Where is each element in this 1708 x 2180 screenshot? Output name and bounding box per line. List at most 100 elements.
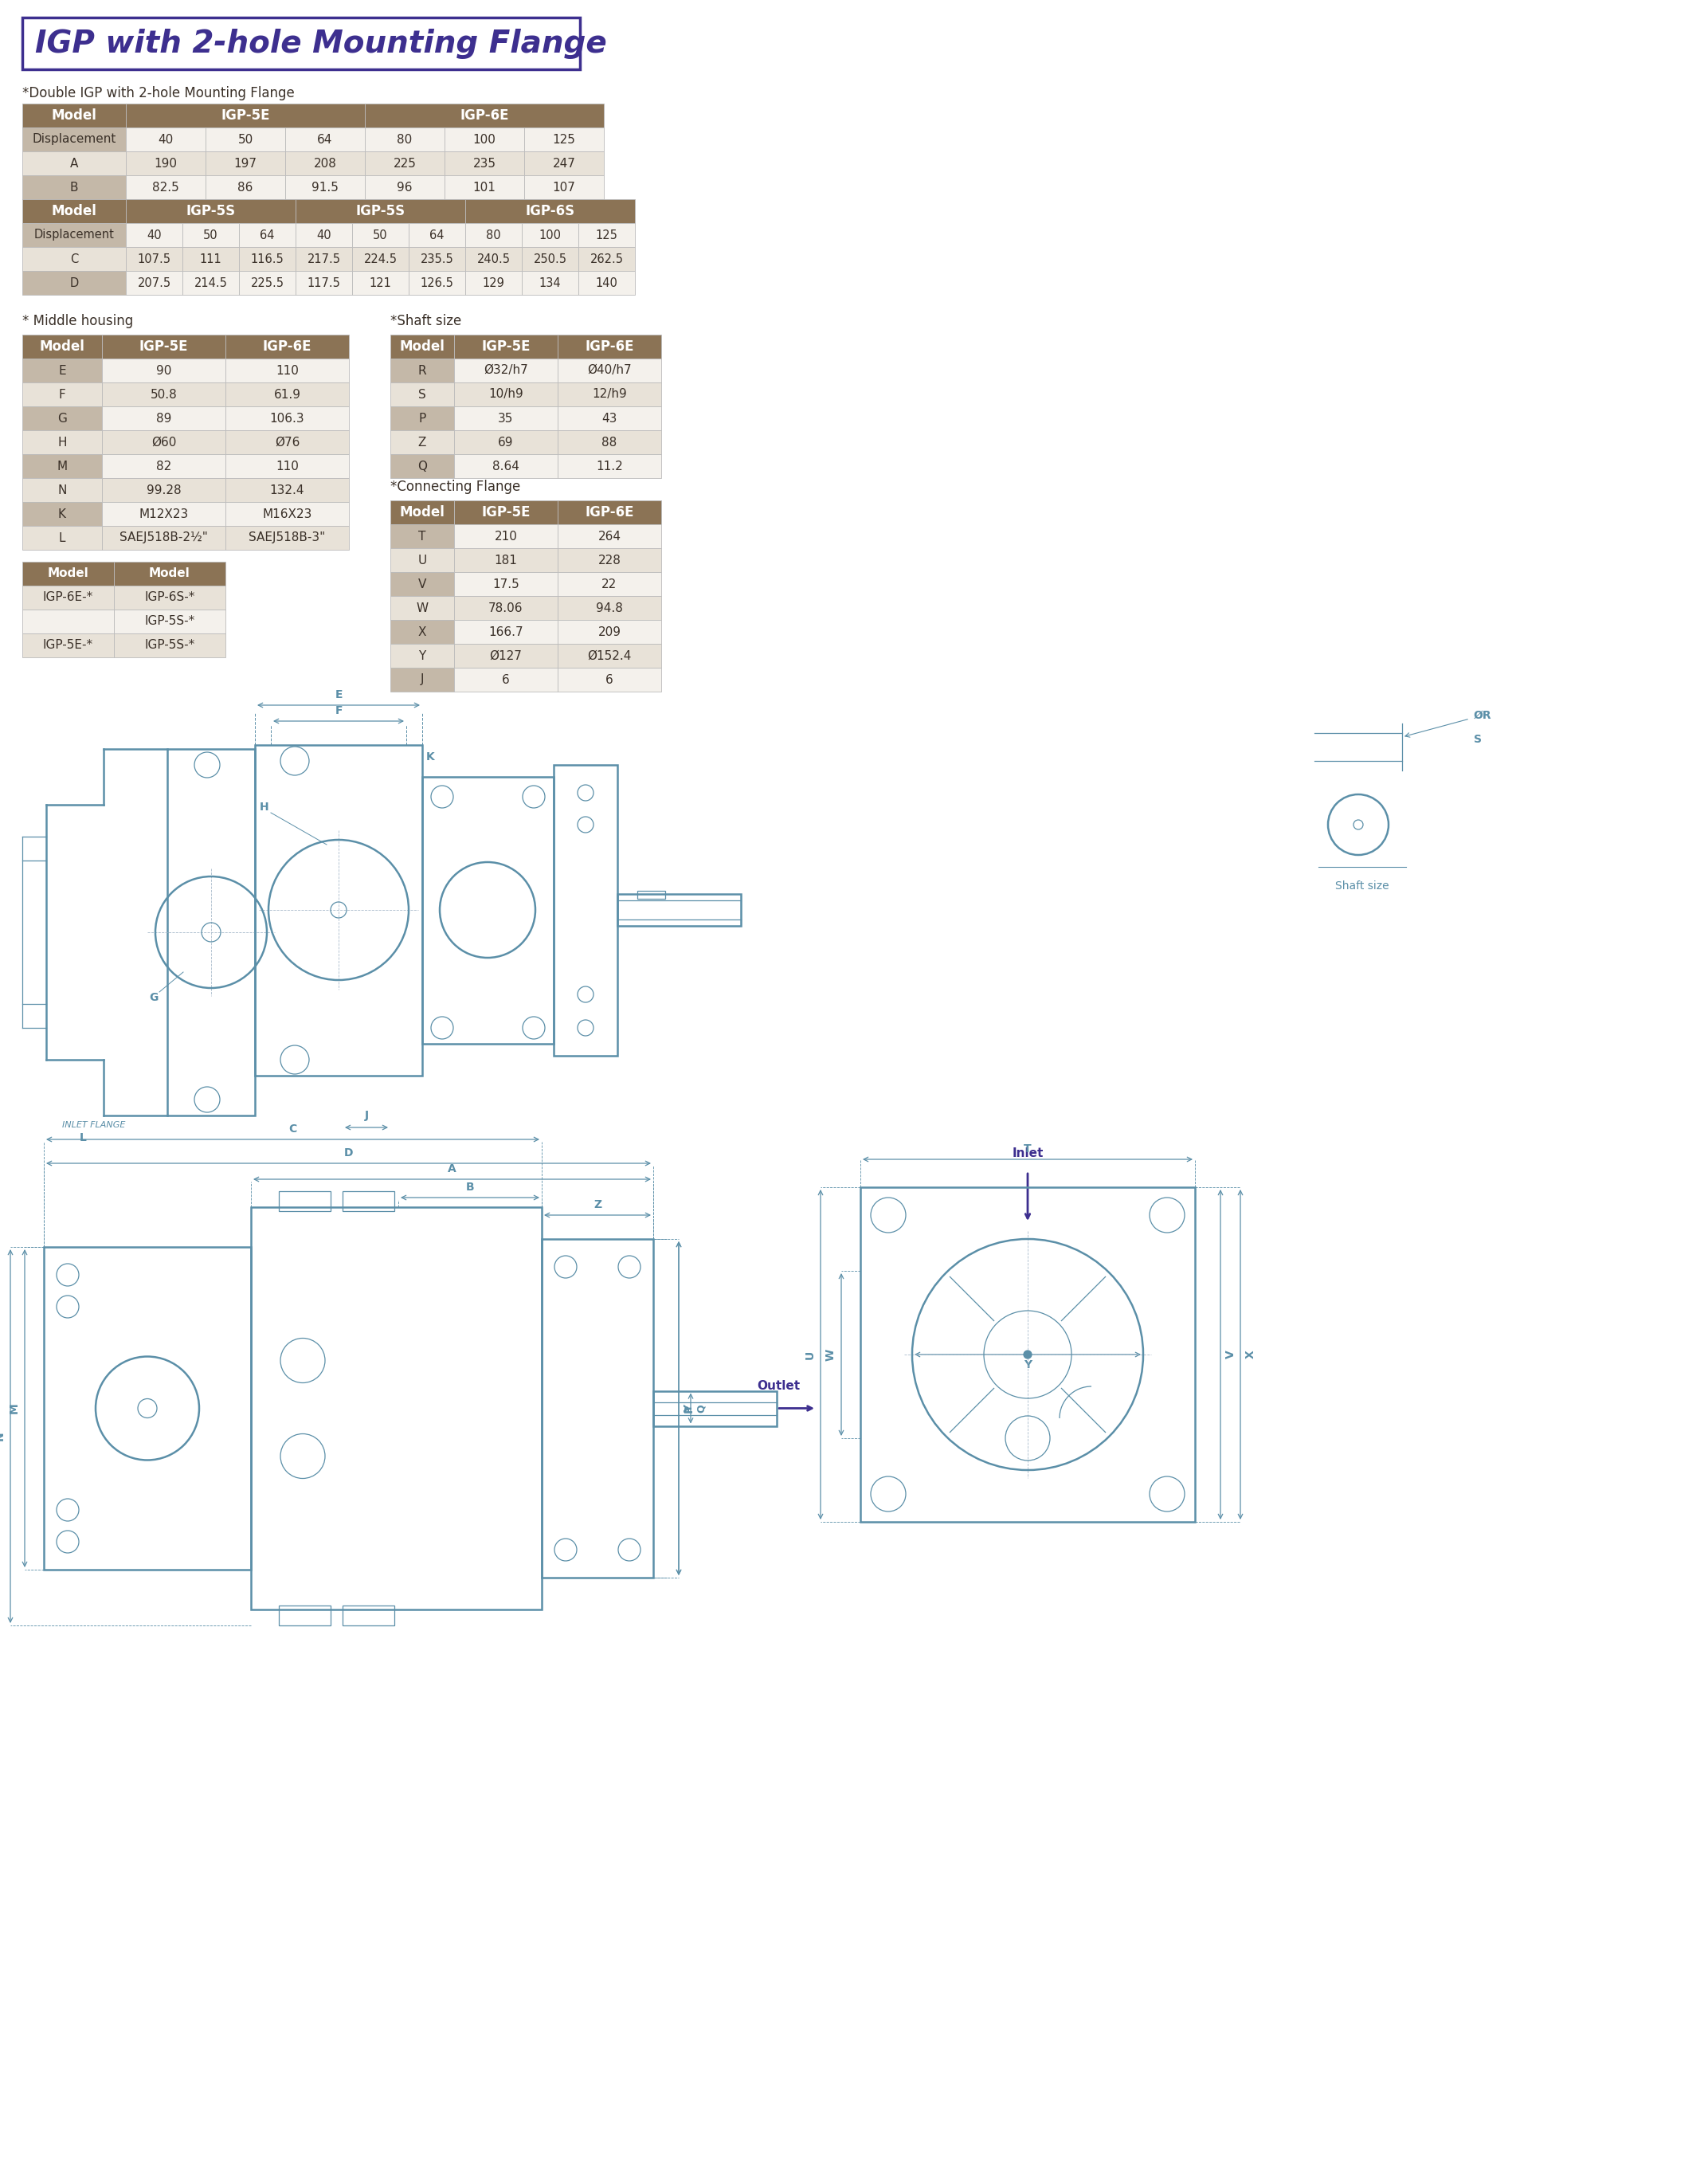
Text: 264: 264 — [598, 530, 622, 543]
Bar — [22, 105, 126, 126]
Bar — [22, 270, 126, 294]
Bar — [557, 523, 661, 547]
Text: 106.3: 106.3 — [270, 412, 304, 425]
Bar — [444, 126, 524, 150]
Text: T: T — [418, 530, 425, 543]
Text: D: D — [343, 1147, 354, 1158]
Bar — [391, 547, 454, 571]
Text: IGP-5E: IGP-5E — [482, 506, 531, 519]
Bar — [553, 765, 617, 1055]
Bar — [295, 246, 352, 270]
Text: B: B — [70, 181, 79, 194]
Text: Y: Y — [683, 1404, 695, 1413]
Bar — [126, 198, 295, 222]
Text: Model: Model — [48, 567, 89, 580]
Bar — [557, 571, 661, 595]
Text: Ø76: Ø76 — [275, 436, 299, 449]
Bar — [465, 270, 523, 294]
Bar — [579, 222, 635, 246]
Text: D: D — [70, 277, 79, 288]
Text: IGP-5S-*: IGP-5S-* — [145, 639, 195, 652]
Text: *Connecting Flange: *Connecting Flange — [391, 480, 521, 495]
Text: Ø60: Ø60 — [152, 436, 176, 449]
Bar — [343, 1190, 395, 1212]
Bar — [102, 358, 225, 381]
Bar — [523, 222, 579, 246]
Text: Ø152.4: Ø152.4 — [588, 650, 632, 663]
Bar — [352, 246, 408, 270]
Text: A: A — [70, 157, 79, 170]
Text: IGP-5E: IGP-5E — [220, 109, 270, 122]
Text: Displacement: Displacement — [32, 133, 116, 146]
Text: F: F — [335, 704, 342, 717]
Bar — [278, 1190, 331, 1212]
Bar — [391, 358, 454, 381]
Text: 121: 121 — [369, 277, 391, 288]
Bar — [205, 174, 285, 198]
Bar — [22, 358, 102, 381]
Bar — [114, 562, 225, 586]
Bar — [295, 222, 352, 246]
Text: 6: 6 — [502, 674, 509, 687]
Text: C: C — [289, 1123, 297, 1134]
Bar — [861, 1188, 1196, 1522]
Bar — [22, 525, 102, 549]
Text: Z: Z — [418, 436, 427, 449]
Text: Model: Model — [51, 205, 97, 218]
Bar — [524, 174, 605, 198]
Text: Model: Model — [39, 340, 85, 353]
Text: 64: 64 — [260, 229, 275, 242]
Text: 235: 235 — [473, 157, 495, 170]
Bar — [454, 429, 557, 453]
Text: 69: 69 — [499, 436, 514, 449]
Bar — [239, 222, 295, 246]
Text: 43: 43 — [601, 412, 617, 425]
Bar — [22, 198, 126, 222]
Text: 6: 6 — [606, 674, 613, 687]
Bar — [295, 198, 465, 222]
Text: 50: 50 — [237, 133, 253, 146]
Text: 240.5: 240.5 — [477, 253, 511, 266]
Bar — [523, 246, 579, 270]
Text: *Double IGP with 2-hole Mounting Flange: *Double IGP with 2-hole Mounting Flange — [22, 85, 294, 100]
Bar — [278, 1604, 331, 1626]
Text: IGP-6E: IGP-6E — [584, 340, 634, 353]
Text: 208: 208 — [314, 157, 336, 170]
Bar — [225, 429, 348, 453]
Text: IGP-6E: IGP-6E — [459, 109, 509, 122]
Text: G: G — [58, 412, 67, 425]
Bar — [465, 222, 523, 246]
Bar — [102, 381, 225, 405]
Text: 99.28: 99.28 — [147, 484, 181, 497]
Text: 140: 140 — [596, 277, 618, 288]
Text: 116.5: 116.5 — [251, 253, 284, 266]
Bar — [465, 198, 635, 222]
Text: J: J — [364, 1110, 369, 1121]
Text: P: P — [683, 1404, 695, 1413]
Bar — [454, 501, 557, 523]
Text: IGP with 2-hole Mounting Flange: IGP with 2-hole Mounting Flange — [36, 28, 606, 59]
Text: Model: Model — [400, 506, 444, 519]
Bar — [102, 453, 225, 477]
Bar — [579, 246, 635, 270]
Bar — [102, 525, 225, 549]
Bar — [391, 501, 454, 523]
Text: K: K — [425, 752, 434, 763]
Text: Q: Q — [695, 1404, 705, 1413]
Text: 11.2: 11.2 — [596, 460, 623, 473]
Bar — [454, 667, 557, 691]
Text: IGP-5S: IGP-5S — [355, 205, 405, 218]
Bar — [102, 477, 225, 501]
Bar — [557, 643, 661, 667]
Text: M16X23: M16X23 — [263, 508, 313, 519]
Bar — [454, 336, 557, 358]
Text: 78.06: 78.06 — [488, 602, 523, 615]
Text: C: C — [70, 253, 79, 266]
Bar — [391, 381, 454, 405]
Bar — [391, 619, 454, 643]
Text: U: U — [418, 554, 427, 567]
Text: 94.8: 94.8 — [596, 602, 623, 615]
Bar — [637, 892, 664, 898]
Text: 210: 210 — [494, 530, 518, 543]
Text: 110: 110 — [275, 460, 299, 473]
